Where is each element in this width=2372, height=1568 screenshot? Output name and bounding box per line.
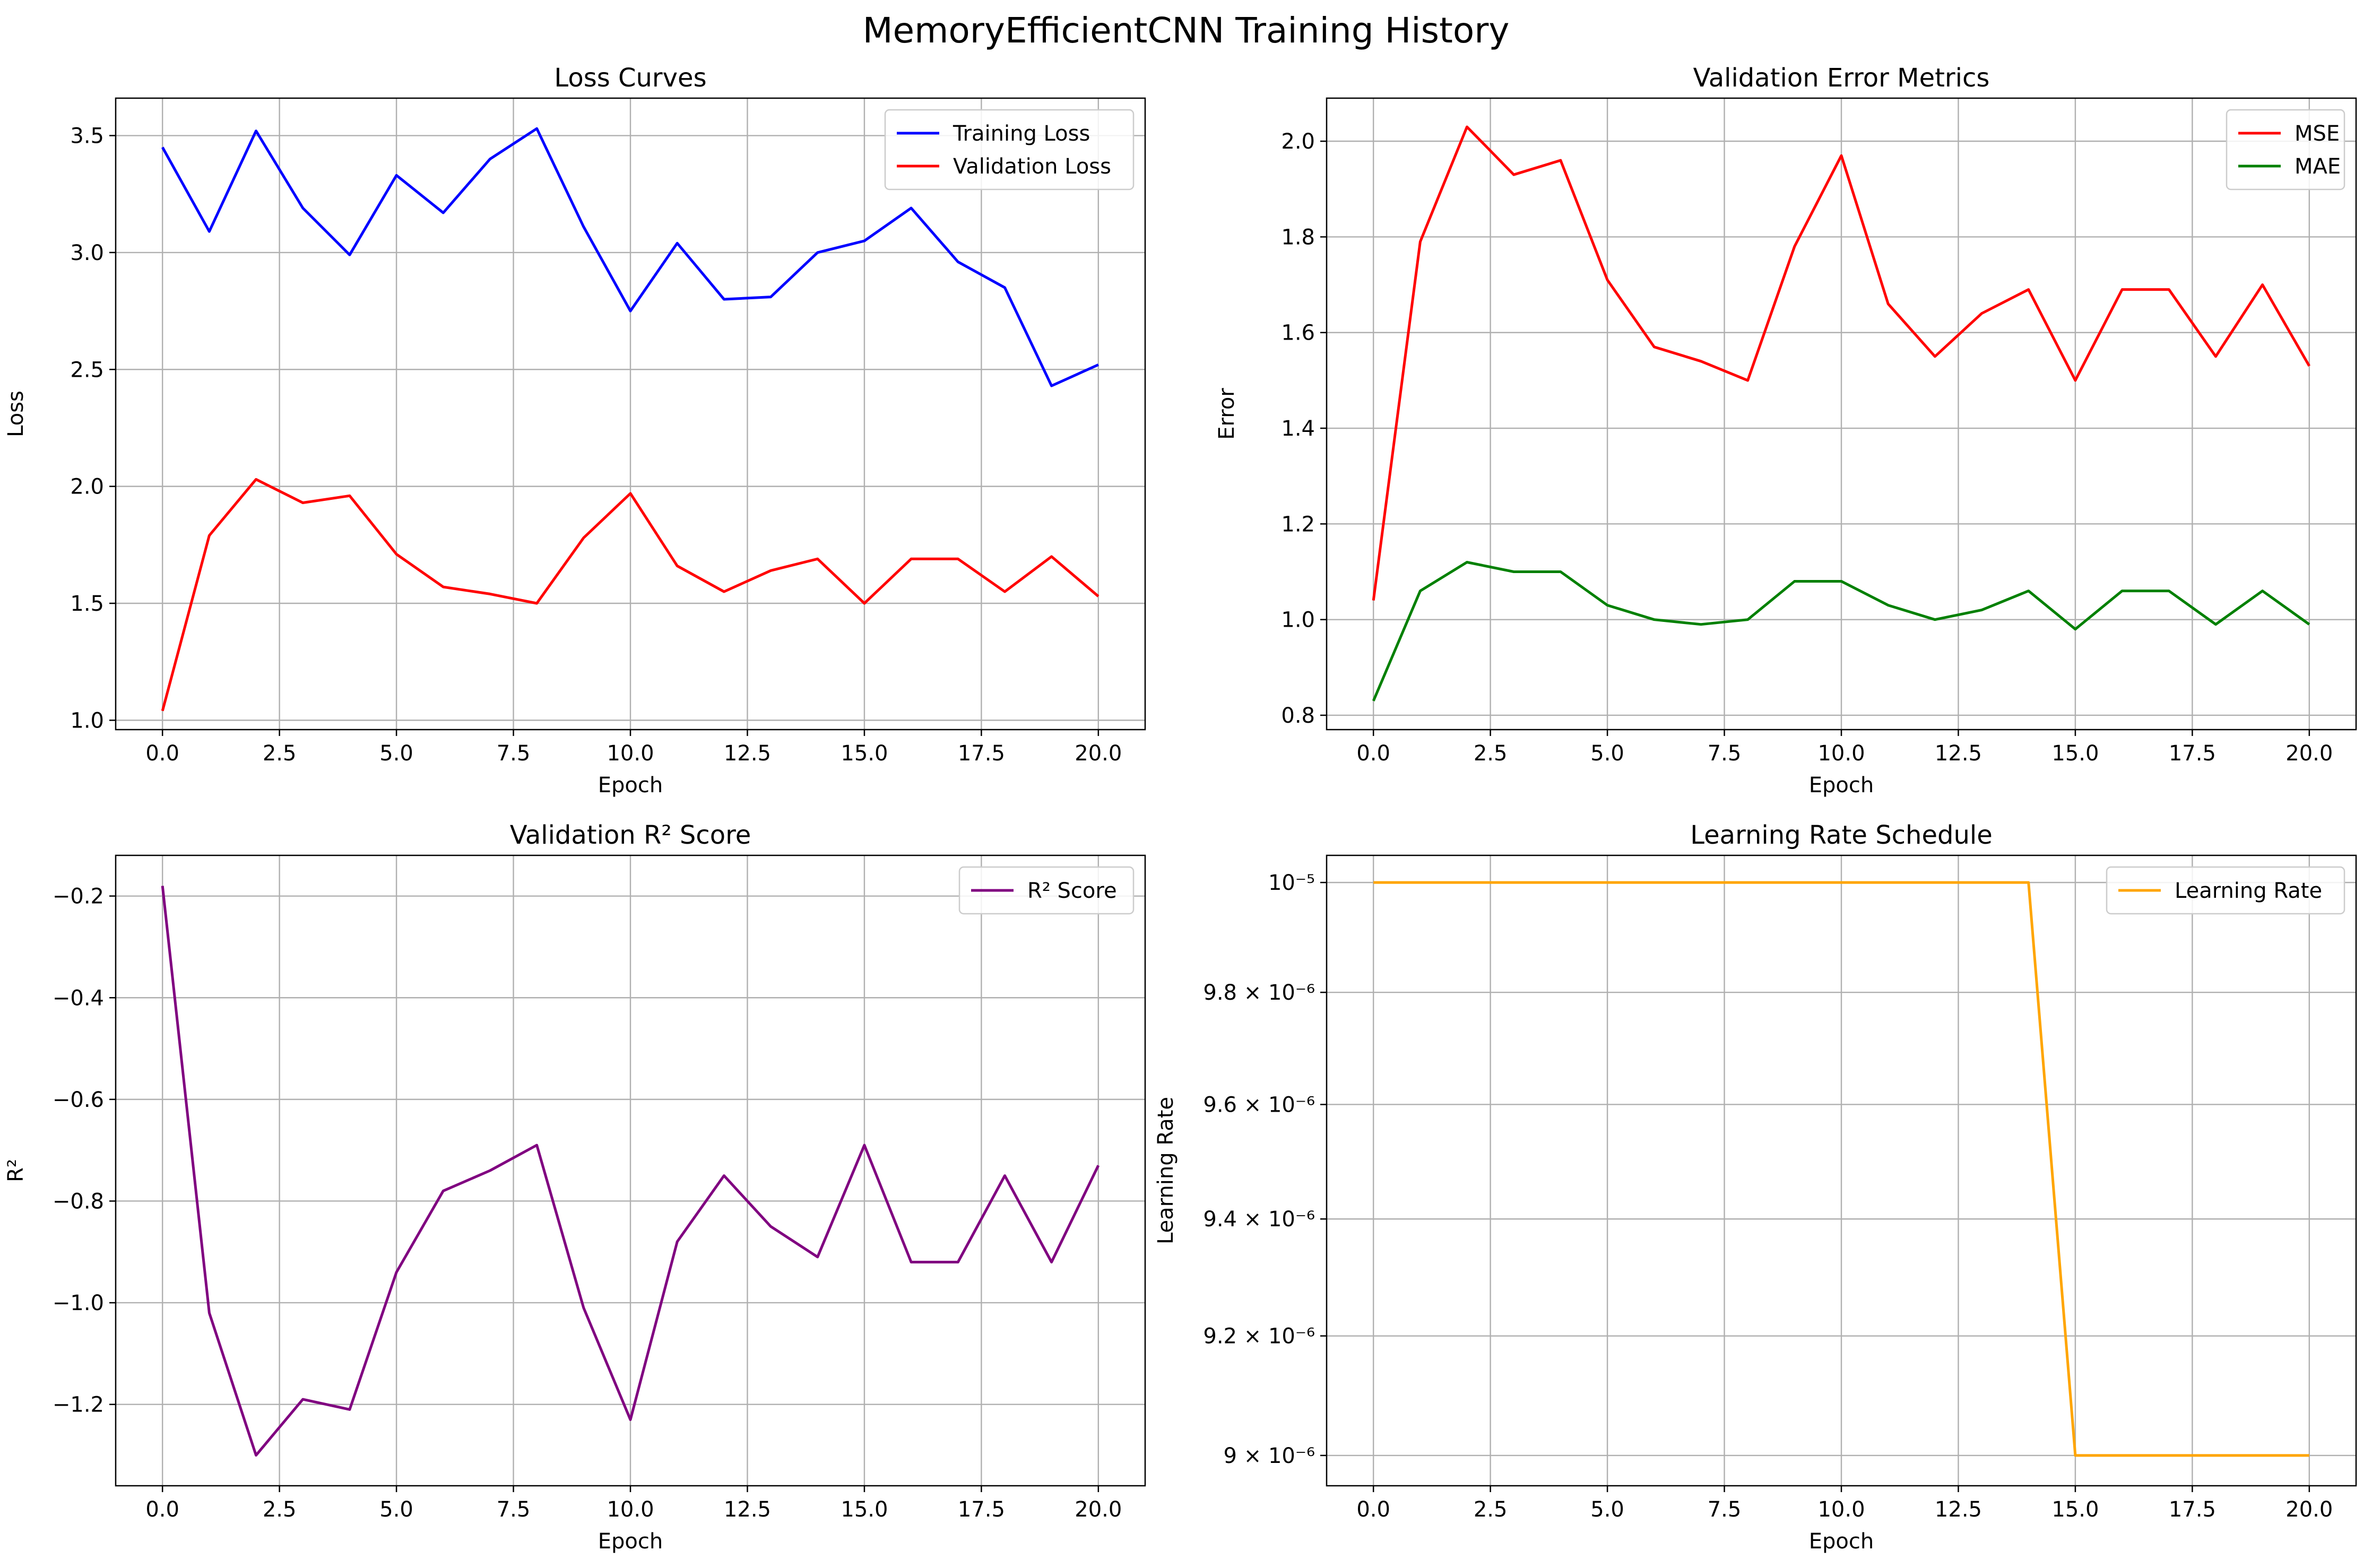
series-line-1 (1373, 881, 2309, 1457)
y-tick-label: 3.0 (70, 241, 104, 265)
x-tick-label: 20.0 (1075, 741, 1122, 766)
y-tick-label: 9.4 × 10⁻⁶ (1203, 1207, 1315, 1232)
x-tick-label: 0.0 (1356, 1497, 1390, 1522)
legend: MSE MAE (2226, 109, 2345, 190)
x-tick-label: 12.5 (724, 1497, 771, 1522)
x-tick-label: 5.0 (1590, 741, 1624, 766)
y-tick-label: 9 × 10⁻⁶ (1224, 1444, 1315, 1468)
x-tick-label: 10.0 (1817, 1497, 1865, 1522)
legend-box (958, 866, 1135, 915)
x-tick-label: 7.5 (497, 1497, 531, 1522)
y-tick-label: 10⁻⁵ (1268, 871, 1315, 895)
y-tick-label: 9.2 × 10⁻⁶ (1203, 1324, 1315, 1349)
x-tick-label: 17.5 (2169, 1497, 2216, 1522)
x-tick-label: 5.0 (379, 741, 413, 766)
y-tick-label: 1.0 (70, 708, 104, 733)
x-tick-label: 12.5 (724, 741, 771, 766)
chart-lr: 0.0 2.5 5.0 7.5 10.0 12.5 15.0 17.5 20.0 9 × 10⁻⁶… (1154, 820, 2357, 1554)
y-tick-label: −1.0 (53, 1291, 104, 1315)
legend: Learning Rate (2106, 866, 2345, 915)
x-tick-label: 2.5 (263, 741, 297, 766)
x-tick-label: 15.0 (2051, 1497, 2099, 1522)
y-tick-label: 1.2 (1281, 512, 1315, 536)
x-tick-label: 7.5 (1708, 741, 1742, 766)
y-tick-label: 2.5 (70, 358, 104, 382)
x-tick-label: 2.5 (1474, 1497, 1508, 1522)
chart-title: Validation R² Score (510, 820, 751, 850)
y-tick-label: 9.8 × 10⁻⁶ (1203, 981, 1315, 1005)
y-tick-label: 2.0 (1281, 129, 1315, 154)
chart-error: 0.0 2.5 5.0 7.5 10.0 12.5 15.0 17.5 20.0 0.8 1.0 1.… (1215, 63, 2357, 798)
y-tick-label: 1.6 (1281, 321, 1315, 345)
x-tick-label: 12.5 (1935, 1497, 1982, 1522)
y-tick-label: −0.6 (53, 1088, 104, 1112)
legend-label: MSE (2295, 122, 2340, 146)
x-tick-label: 5.0 (1590, 1497, 1624, 1522)
y-axis-label: Loss (4, 391, 28, 437)
chart-loss: 0.0 2.5 5.0 7.5 10.0 12.5 15.0 17.5 20.0 1.0 1.5 2.… (4, 63, 1146, 798)
legend-label: MAE (2295, 154, 2341, 179)
x-tick-label: 7.5 (497, 741, 531, 766)
x-tick-label: 0.0 (1356, 741, 1390, 766)
x-tick-label: 0.0 (145, 1497, 179, 1522)
x-axis-label: Epoch (1809, 1529, 1874, 1554)
legend-label: Learning Rate (2175, 879, 2322, 903)
x-tick-label: 10.0 (1817, 741, 1865, 766)
legend-box (2226, 109, 2345, 190)
legend-label: Training Loss (953, 122, 1090, 146)
y-axis-label: Error (1215, 388, 1239, 440)
chart-title: Validation Error Metrics (1693, 63, 1990, 93)
x-tick-label: 12.5 (1935, 741, 1982, 766)
series-line-1 (161, 127, 1099, 387)
y-tick-label: −1.2 (53, 1393, 104, 1417)
series-line-2 (1372, 561, 2310, 701)
x-tick-label: 20.0 (2286, 1497, 2333, 1522)
legend-box (2106, 866, 2345, 915)
y-tick-label: 1.0 (1281, 608, 1315, 633)
y-tick-label: 1.4 (1281, 417, 1315, 441)
series-line-1 (161, 886, 1100, 1457)
chart-r2: 0.0 2.5 5.0 7.5 10.0 12.5 15.0 17.5 20.0 −1.2 −1.0… (4, 820, 1146, 1554)
y-tick-label: 3.5 (70, 124, 104, 149)
legend: R² Score (958, 866, 1135, 915)
legend-box (884, 109, 1135, 190)
x-tick-label: 17.5 (958, 741, 1005, 766)
y-tick-label: 0.8 (1281, 704, 1315, 728)
y-tick-label: −0.8 (53, 1189, 104, 1214)
series-line-2 (161, 478, 1100, 712)
y-axis-label: R² (4, 1159, 28, 1182)
y-axis-label: Learning Rate (1154, 1097, 1178, 1244)
series-line-1 (1372, 125, 2310, 601)
y-tick-label: 2.0 (70, 475, 104, 499)
figure-title: MemoryEfficientCNN Training History (862, 10, 1510, 51)
x-tick-label: 10.0 (607, 741, 654, 766)
y-tick-label: −0.2 (53, 885, 104, 909)
x-tick-label: 7.5 (1708, 1497, 1742, 1522)
y-tick-label: 1.5 (70, 592, 104, 616)
legend: Training Loss Validation Loss (884, 109, 1135, 190)
x-axis-label: Epoch (1809, 773, 1874, 798)
x-tick-label: 15.0 (841, 1497, 888, 1522)
y-tick-label: −0.4 (53, 986, 104, 1010)
x-axis-label: Epoch (598, 773, 663, 798)
x-tick-label: 15.0 (2051, 741, 2099, 766)
x-tick-label: 17.5 (2169, 741, 2216, 766)
legend-label: R² Score (1027, 879, 1117, 903)
x-tick-label: 2.5 (263, 1497, 297, 1522)
legend-label: Validation Loss (953, 154, 1111, 179)
y-tick-label: 9.6 × 10⁻⁶ (1203, 1093, 1315, 1117)
x-tick-label: 15.0 (841, 741, 888, 766)
x-tick-label: 2.5 (1474, 741, 1508, 766)
chart-title: Learning Rate Schedule (1690, 820, 1993, 850)
x-tick-label: 20.0 (2286, 741, 2333, 766)
x-axis-label: Epoch (598, 1529, 663, 1554)
x-tick-label: 10.0 (607, 1497, 654, 1522)
x-tick-label: 5.0 (379, 1497, 413, 1522)
x-tick-label: 0.0 (145, 741, 179, 766)
chart-title: Loss Curves (554, 63, 706, 93)
y-tick-label: 1.8 (1281, 225, 1315, 249)
x-tick-label: 20.0 (1075, 1497, 1122, 1522)
x-tick-label: 17.5 (958, 1497, 1005, 1522)
